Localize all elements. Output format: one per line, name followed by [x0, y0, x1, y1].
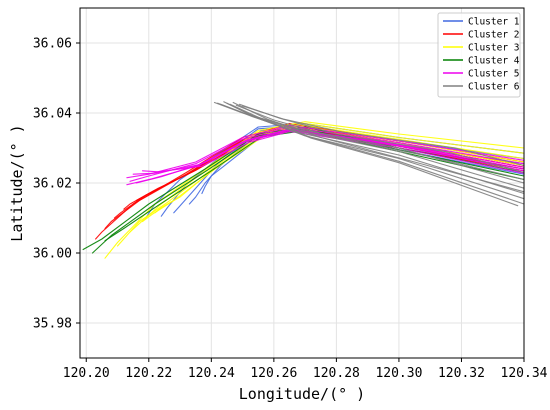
legend: Cluster 1 Cluster 2 Cluster 3 Cluster 4 Clus…	[437, 12, 521, 98]
x-axis-ticks: 120.20 120.22 120.24 120.26 120.28 120.30 120.…	[63, 358, 548, 381]
x-tick-label: 120.20	[63, 366, 110, 381]
x-tick-label: 120.32	[438, 366, 485, 381]
legend-label: Cluster 2	[468, 30, 519, 41]
x-tick-label: 120.26	[250, 366, 297, 381]
trajectory-line	[229, 103, 519, 207]
y-tick-label: 35.98	[33, 317, 72, 332]
trajectory-line	[116, 122, 525, 247]
trajectory-line	[220, 103, 525, 195]
y-tick-label: 36.00	[33, 247, 72, 262]
trajectory-line	[223, 101, 525, 200]
x-tick-label: 120.22	[125, 366, 172, 381]
trajectory-line	[135, 129, 525, 184]
trajectory-line	[126, 124, 525, 179]
legend-label: Cluster 4	[468, 56, 520, 67]
y-axis-label: Latitude/(° )	[8, 124, 26, 241]
legend-label: Cluster 6	[468, 82, 520, 93]
series-cluster-6	[213, 101, 525, 207]
x-tick-label: 120.30	[375, 366, 422, 381]
legend-label: Cluster 5	[468, 69, 519, 80]
y-axis-ticks: 35.98 36.00 36.02 36.04 36.06	[33, 37, 80, 332]
x-tick-label: 120.28	[313, 366, 360, 381]
trajectory-series	[82, 101, 525, 259]
trajectory-line	[129, 126, 525, 182]
x-tick-label: 120.34	[501, 366, 548, 381]
trajectory-line	[232, 101, 525, 193]
legend-label: Cluster 3	[468, 43, 519, 54]
y-tick-label: 36.06	[33, 37, 72, 52]
trajectory-line	[226, 102, 525, 205]
legend-label: Cluster 1	[468, 17, 520, 28]
trajectory-line	[235, 104, 525, 181]
trajectory-line	[242, 105, 525, 167]
y-tick-label: 36.04	[33, 107, 72, 122]
trajectory-line	[129, 124, 525, 233]
y-tick-label: 36.02	[33, 177, 72, 192]
x-tick-label: 120.24	[188, 366, 235, 381]
trajectory-line	[91, 128, 525, 254]
trajectory-line	[104, 121, 525, 259]
x-axis-label: Longitude/(° )	[239, 385, 365, 403]
